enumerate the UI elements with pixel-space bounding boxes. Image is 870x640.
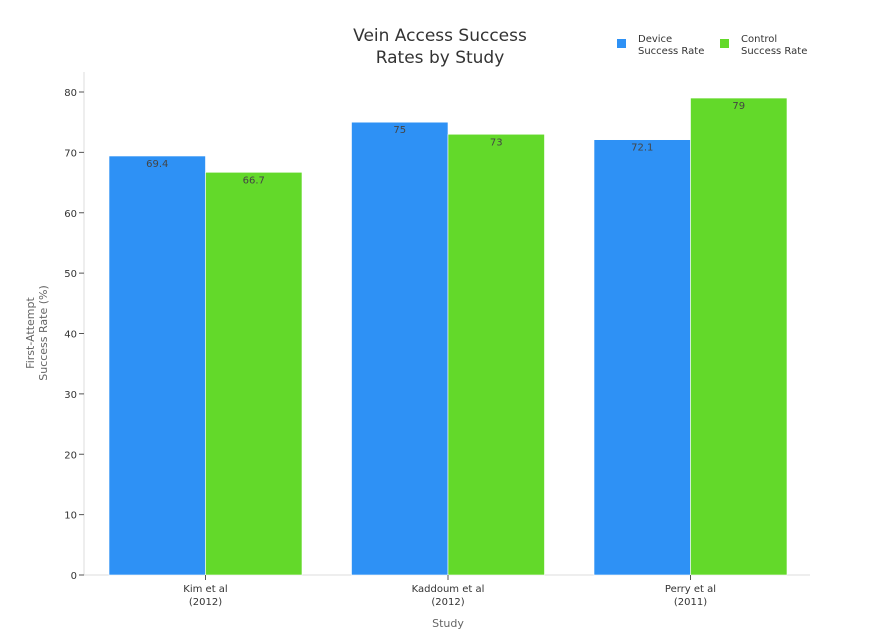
x-tick-label: Kaddoum et al <box>412 584 485 595</box>
x-tick-label: (2012) <box>431 597 464 608</box>
bar-control <box>690 97 788 576</box>
data-label: 75 <box>393 125 406 136</box>
y-tick-label: 80 <box>64 88 77 99</box>
y-tick-label: 10 <box>64 511 77 522</box>
legend-swatch <box>617 39 626 48</box>
y-axis-title: First-Attempt <box>24 297 37 369</box>
x-tick-label: Kim et al <box>183 584 227 595</box>
bar-control <box>447 133 545 576</box>
y-tick-label: 60 <box>64 209 77 220</box>
legend-label: Success Rate <box>741 46 807 57</box>
y-tick-label: 20 <box>64 450 77 461</box>
y-tick-label: 50 <box>64 269 77 280</box>
bar-device <box>351 121 449 576</box>
legend-swatch <box>720 39 729 48</box>
bar-device <box>593 139 691 576</box>
x-tick-label: (2011) <box>674 597 707 608</box>
x-tick-label: Perry et al <box>665 584 716 595</box>
legend-label: Success Rate <box>638 46 704 57</box>
data-label: 72.1 <box>631 143 653 154</box>
y-axis-title: Success Rate (%) <box>37 285 50 381</box>
data-label: 66.7 <box>243 175 265 186</box>
x-axis-title: Study <box>432 617 464 630</box>
data-label: 79 <box>732 101 745 112</box>
chart-title: Vein Access Success <box>353 26 527 46</box>
bar-device <box>108 155 206 576</box>
chart-title: Rates by Study <box>376 48 505 68</box>
y-tick-label: 40 <box>64 330 77 341</box>
y-tick-label: 70 <box>64 148 77 159</box>
y-tick-label: 30 <box>64 390 77 401</box>
y-tick-label: 0 <box>71 571 77 582</box>
data-label: 69.4 <box>146 159 168 170</box>
legend-label: Control <box>741 34 777 45</box>
x-tick-label: (2012) <box>189 597 222 608</box>
bar-control <box>205 171 303 576</box>
legend-label: Device <box>638 34 672 45</box>
data-label: 73 <box>490 137 503 148</box>
